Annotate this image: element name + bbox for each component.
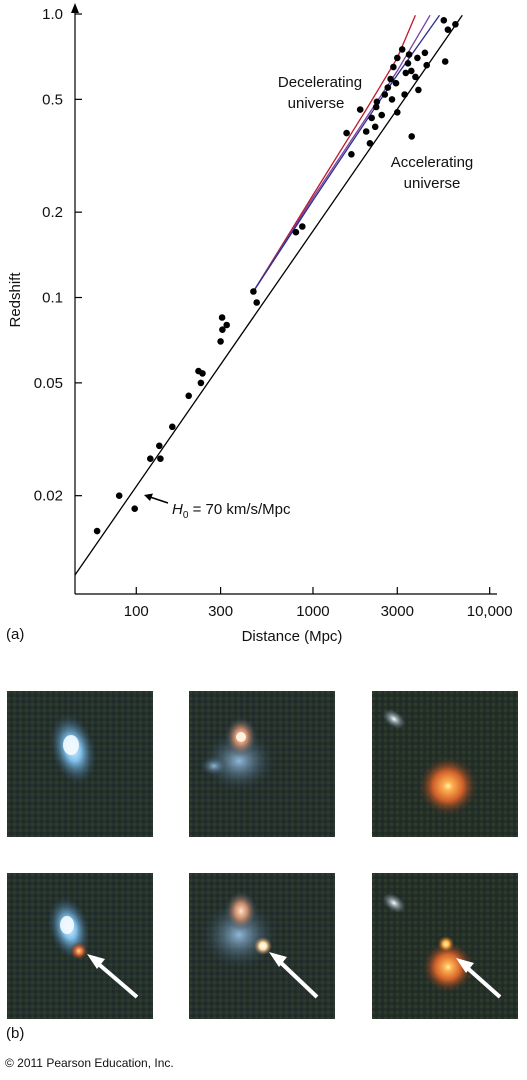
data-point [384, 84, 392, 91]
data-point [362, 128, 370, 135]
hubble-arrow-shaft [149, 496, 169, 504]
data-point [250, 288, 257, 295]
x-axis-label: Distance (Mpc) [242, 628, 343, 645]
data-point [441, 58, 449, 65]
y-tick-label: 0.05 [34, 375, 63, 392]
data-point [408, 133, 416, 140]
galaxy-image-after-1 [7, 873, 153, 1019]
x-tick-label: 10,000 [467, 603, 513, 620]
data-point [157, 455, 164, 463]
data-point [405, 51, 413, 58]
data-point [223, 321, 230, 329]
data-point [378, 111, 386, 119]
data-point [408, 67, 415, 75]
hubble-arrow-head [144, 493, 153, 501]
hubble-constant-label: H0 = 70 km/s/Mpc [172, 501, 291, 521]
supernova-arrow-2 [275, 957, 319, 999]
data-point [394, 54, 401, 62]
x-tick-label: 3000 [381, 603, 414, 620]
data-point [366, 140, 374, 147]
data-point [218, 314, 226, 321]
x-tick-label: 300 [208, 603, 233, 620]
data-point [199, 370, 206, 377]
y-tick-label: 1.0 [42, 6, 63, 23]
data-point [381, 91, 389, 98]
data-point [169, 423, 176, 431]
y-tick-label: 0.5 [42, 91, 63, 108]
data-point [348, 151, 355, 158]
accelerating-label-line2: universe [404, 175, 461, 192]
hubble-diagram: 100 300 1000 3000 10,000 0.02 0.05 0.1 0.2 0.5 1.0… [7, 3, 513, 645]
y-axis-arrow [71, 3, 79, 13]
data-point [444, 26, 452, 33]
galaxy-image-before-2 [189, 691, 335, 837]
data-point [356, 106, 364, 113]
data-point [392, 79, 400, 87]
data-point [402, 69, 410, 77]
panel-b-label: (b) [6, 1025, 25, 1042]
data-point [343, 129, 350, 137]
data-point [388, 96, 396, 103]
x-tick-label: 100 [124, 603, 149, 620]
galaxy-image-after-2 [189, 873, 335, 1019]
data-point [372, 103, 380, 111]
data-point [440, 17, 448, 24]
data-point [115, 492, 123, 500]
decelerating-label-line1: Decelerating [278, 74, 362, 91]
data-point [398, 46, 406, 53]
data-point [147, 455, 154, 463]
galaxy-image-after-3 [372, 873, 518, 1019]
data-point [415, 86, 422, 94]
panel-a-label: (a) [6, 626, 25, 643]
data-point [371, 123, 379, 131]
data-point [217, 338, 224, 345]
chart-points [93, 17, 459, 535]
data-point [197, 379, 205, 387]
chart-curves [74, 14, 463, 576]
y-tick-label: 0.02 [34, 488, 63, 505]
y-tick-label: 0.1 [42, 290, 63, 307]
data-point [387, 75, 394, 83]
data-point [299, 223, 306, 230]
hubble-constant-annotation: H0 = 70 km/s/Mpc [144, 493, 291, 521]
data-point [394, 109, 401, 116]
supernova-arrow-1 [93, 959, 139, 999]
data-point [373, 98, 381, 106]
galaxy-image-before-3 [372, 691, 518, 837]
chart-ticks: 100 300 1000 3000 10,000 0.02 0.05 0.1 0.2 0.5 1.0 [34, 6, 513, 620]
data-point [368, 114, 376, 122]
y-tick-label: 0.2 [42, 204, 63, 221]
data-point [253, 299, 260, 306]
data-point [93, 527, 101, 535]
hubble-law-line [74, 14, 463, 576]
data-point [390, 63, 397, 71]
data-point [421, 49, 429, 57]
data-point [401, 91, 408, 98]
data-point [452, 21, 459, 28]
supernova-arrow-3 [462, 963, 502, 999]
data-point [412, 73, 419, 81]
y-axis-label: Redshift [7, 272, 24, 328]
decelerating-curve [252, 14, 416, 292]
copyright-notice: © 2011 Pearson Education, Inc. [5, 1056, 174, 1070]
data-point [414, 54, 421, 62]
galaxy-image-before-1 [7, 691, 153, 837]
data-point [423, 61, 431, 69]
data-point [185, 392, 192, 400]
chart-axes [71, 3, 497, 595]
data-point [156, 442, 163, 450]
accelerating-label-line1: Accelerating [391, 154, 474, 171]
decelerating-label-line2: universe [288, 95, 345, 112]
data-point [131, 505, 138, 512]
x-tick-label: 1000 [296, 603, 329, 620]
data-point [404, 60, 412, 67]
data-point [219, 326, 226, 334]
data-point [292, 228, 300, 236]
